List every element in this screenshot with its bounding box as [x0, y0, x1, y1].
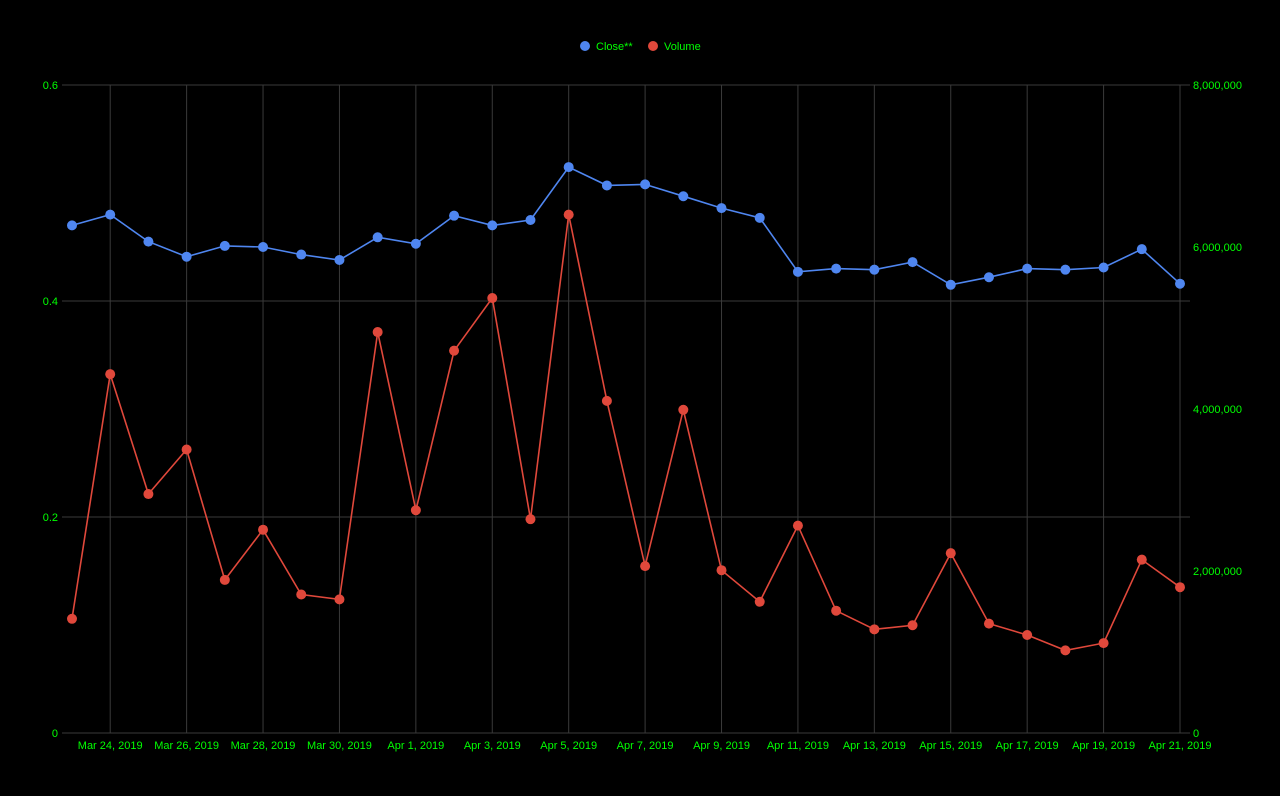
y-right-tick-label: 8,000,000	[1193, 80, 1242, 92]
close-data-point[interactable]	[1136, 244, 1147, 255]
close-data-point[interactable]	[792, 266, 803, 277]
close-data-point[interactable]	[907, 257, 918, 268]
close-data-point[interactable]	[296, 249, 307, 260]
close-legend-label[interactable]: Close**	[596, 41, 633, 53]
y-left-tick-label: 0.2	[43, 512, 58, 524]
y-left-tick-label: 0.4	[43, 296, 58, 308]
x-tick-label: Apr 15, 2019	[919, 740, 982, 752]
close-data-point[interactable]	[601, 180, 612, 191]
x-tick-label: Mar 30, 2019	[307, 740, 372, 752]
y-left-tick-label: 0	[52, 728, 58, 740]
y-left-tick-label: 0.6	[43, 80, 58, 92]
volume-data-point[interactable]	[983, 618, 994, 629]
legend[interactable]: Close** Volume	[580, 41, 701, 53]
volume-data-point[interactable]	[831, 605, 842, 616]
x-tick-label: Mar 28, 2019	[231, 740, 296, 752]
volume-data-point[interactable]	[907, 620, 918, 631]
axes-group: 0 0.2 0.4 0.6 0 2,000,000 4,000,000 6,000,000 8,…	[43, 80, 1242, 752]
volume-data-point[interactable]	[678, 404, 689, 415]
close-data-point[interactable]	[372, 232, 383, 243]
close-data-point[interactable]	[334, 254, 345, 265]
close-data-point[interactable]	[258, 242, 269, 252]
x-tick-label: Apr 21, 2019	[1149, 740, 1212, 752]
volume-legend-marker	[648, 41, 658, 51]
volume-data-point[interactable]	[792, 520, 803, 531]
volume-data-point[interactable]	[1098, 638, 1109, 649]
volume-data-point[interactable]	[219, 574, 230, 585]
x-tick-label: Apr 9, 2019	[693, 740, 750, 752]
volume-data-point[interactable]	[1175, 582, 1185, 593]
volume-data-point[interactable]	[716, 565, 727, 576]
x-tick-label: Apr 13, 2019	[843, 740, 906, 752]
volume-data-point[interactable]	[754, 596, 765, 607]
close-data-point[interactable]	[945, 279, 956, 290]
close-legend-marker	[580, 41, 590, 51]
close-series-line	[71, 166, 1181, 286]
close-data-point[interactable]	[716, 203, 727, 214]
close-data-point[interactable]	[1098, 262, 1109, 273]
y-right-tick-label: 2,000,000	[1193, 566, 1242, 578]
volume-data-point[interactable]	[525, 514, 536, 525]
close-data-point[interactable]	[105, 209, 116, 220]
volume-data-point[interactable]	[181, 444, 192, 455]
x-tick-label: Apr 19, 2019	[1072, 740, 1135, 752]
x-tick-label: Apr 11, 2019	[767, 740, 829, 752]
x-tick-label: Apr 1, 2019	[387, 740, 444, 752]
close-data-point[interactable]	[487, 220, 498, 231]
close-data-point[interactable]	[754, 212, 765, 223]
x-tick-label: Apr 7, 2019	[617, 740, 674, 752]
close-data-point[interactable]	[181, 251, 192, 262]
volume-data-point[interactable]	[334, 594, 345, 605]
close-data-point[interactable]	[410, 238, 421, 249]
volume-data-point[interactable]	[105, 369, 116, 380]
volume-data-point[interactable]	[563, 209, 574, 220]
y-right-tick-label: 6,000,000	[1193, 242, 1242, 254]
volume-data-point[interactable]	[640, 561, 651, 572]
close-data-point[interactable]	[449, 210, 460, 221]
close-data-point[interactable]	[67, 220, 77, 231]
close-data-point[interactable]	[525, 215, 536, 225]
y-right-tick-label: 0	[1193, 728, 1199, 740]
volume-data-point[interactable]	[1136, 554, 1147, 565]
x-tick-label: Mar 26, 2019	[154, 740, 219, 752]
close-data-point[interactable]	[1060, 264, 1071, 275]
y-right-tick-label: 4,000,000	[1193, 404, 1242, 416]
volume-data-point[interactable]	[410, 505, 421, 516]
close-data-point[interactable]	[640, 179, 651, 190]
close-data-point[interactable]	[1022, 263, 1033, 274]
close-data-point[interactable]	[869, 264, 880, 275]
volume-legend-label[interactable]: Volume	[664, 41, 701, 53]
close-data-point[interactable]	[143, 236, 154, 247]
volume-data-point[interactable]	[487, 293, 498, 304]
grid-lines	[62, 84, 1190, 734]
close-data-point[interactable]	[219, 240, 230, 251]
close-data-point[interactable]	[678, 191, 689, 202]
x-tick-label: Mar 24, 2019	[78, 740, 143, 752]
volume-data-point[interactable]	[258, 524, 269, 535]
series-group	[67, 162, 1185, 656]
volume-data-point[interactable]	[1060, 645, 1071, 656]
close-data-point[interactable]	[983, 272, 994, 283]
volume-series-line	[71, 214, 1181, 652]
volume-data-point[interactable]	[143, 489, 154, 500]
volume-data-point[interactable]	[601, 395, 612, 406]
volume-data-point[interactable]	[449, 345, 460, 356]
volume-data-point[interactable]	[296, 589, 307, 600]
volume-data-point[interactable]	[67, 613, 77, 624]
volume-data-point[interactable]	[945, 548, 956, 559]
close-data-point[interactable]	[831, 263, 842, 274]
close-data-point[interactable]	[563, 162, 574, 173]
x-tick-label: Apr 17, 2019	[996, 740, 1059, 752]
close-data-point[interactable]	[1175, 278, 1185, 289]
x-tick-label: Apr 3, 2019	[464, 740, 521, 752]
x-tick-label: Apr 5, 2019	[540, 740, 597, 752]
volume-data-point[interactable]	[372, 327, 383, 338]
volume-data-point[interactable]	[869, 624, 880, 635]
volume-data-point[interactable]	[1022, 629, 1033, 640]
